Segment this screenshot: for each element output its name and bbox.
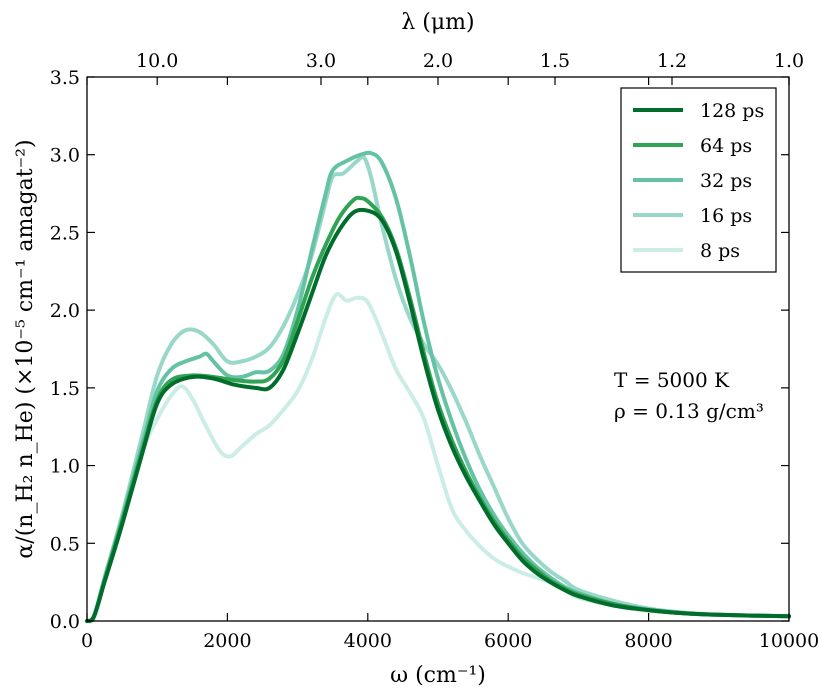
legend: 128 ps 64 ps 32 ps 16 ps 8 ps <box>620 87 777 273</box>
y-tick-label: 2.5 <box>50 222 80 244</box>
y-tick-label: 3.5 <box>50 67 80 89</box>
x-tick-label: 8000 <box>624 630 672 652</box>
y-axis-label: α/(n_H₂ n_He) (×10⁻⁵ cm⁻¹ amagat⁻²) <box>13 139 38 558</box>
plot-frame <box>86 76 790 622</box>
series-lines <box>85 150 791 624</box>
y-tick-label: 1.5 <box>50 378 80 400</box>
legend-label-8-ps: 8 ps <box>700 240 740 262</box>
y-tick-label: 3.0 <box>50 145 80 167</box>
legend-label-64-ps: 64 ps <box>700 135 752 157</box>
density-annotation: ρ = 0.13 g/cm³ <box>614 399 764 423</box>
top-tick-label: 1.5 <box>540 50 570 72</box>
top-tick-label: 10.0 <box>136 50 178 72</box>
x-tick-label: 0 <box>81 630 93 652</box>
series-line-32-ps <box>85 150 791 624</box>
top-tick-label: 2.0 <box>423 50 453 72</box>
y-tick-label: 2.0 <box>50 300 80 322</box>
legend-label-32-ps: 32 ps <box>700 170 752 192</box>
x-axis-label: ω (cm⁻¹) <box>390 663 486 688</box>
top-tick-label: 1.2 <box>657 50 687 72</box>
x-tick-label: 4000 <box>344 630 392 652</box>
x-tick-label: 2000 <box>203 630 251 652</box>
top-axis-label: λ (μm) <box>401 10 474 35</box>
temperature-annotation: T = 5000 K <box>614 368 730 392</box>
x-tick-label: 10000 <box>759 630 819 652</box>
top-tick-label: 3.0 <box>306 50 336 72</box>
y-tick-label: 0.0 <box>50 611 80 633</box>
top-tick-label: 1.0 <box>774 50 804 72</box>
y-tick-label: 1.0 <box>50 456 80 478</box>
axis-ticks: 0 2000 4000 6000 8000 10000 0.0 0.5 1.0 1.5 2.0 2.5… <box>50 50 819 652</box>
series-line-16-ps <box>85 154 791 624</box>
series-line-128-ps <box>85 207 791 623</box>
legend-label-128-ps: 128 ps <box>700 100 764 122</box>
x-tick-label: 6000 <box>484 630 532 652</box>
legend-label-16-ps: 16 ps <box>700 205 752 227</box>
y-tick-label: 0.5 <box>50 533 80 555</box>
